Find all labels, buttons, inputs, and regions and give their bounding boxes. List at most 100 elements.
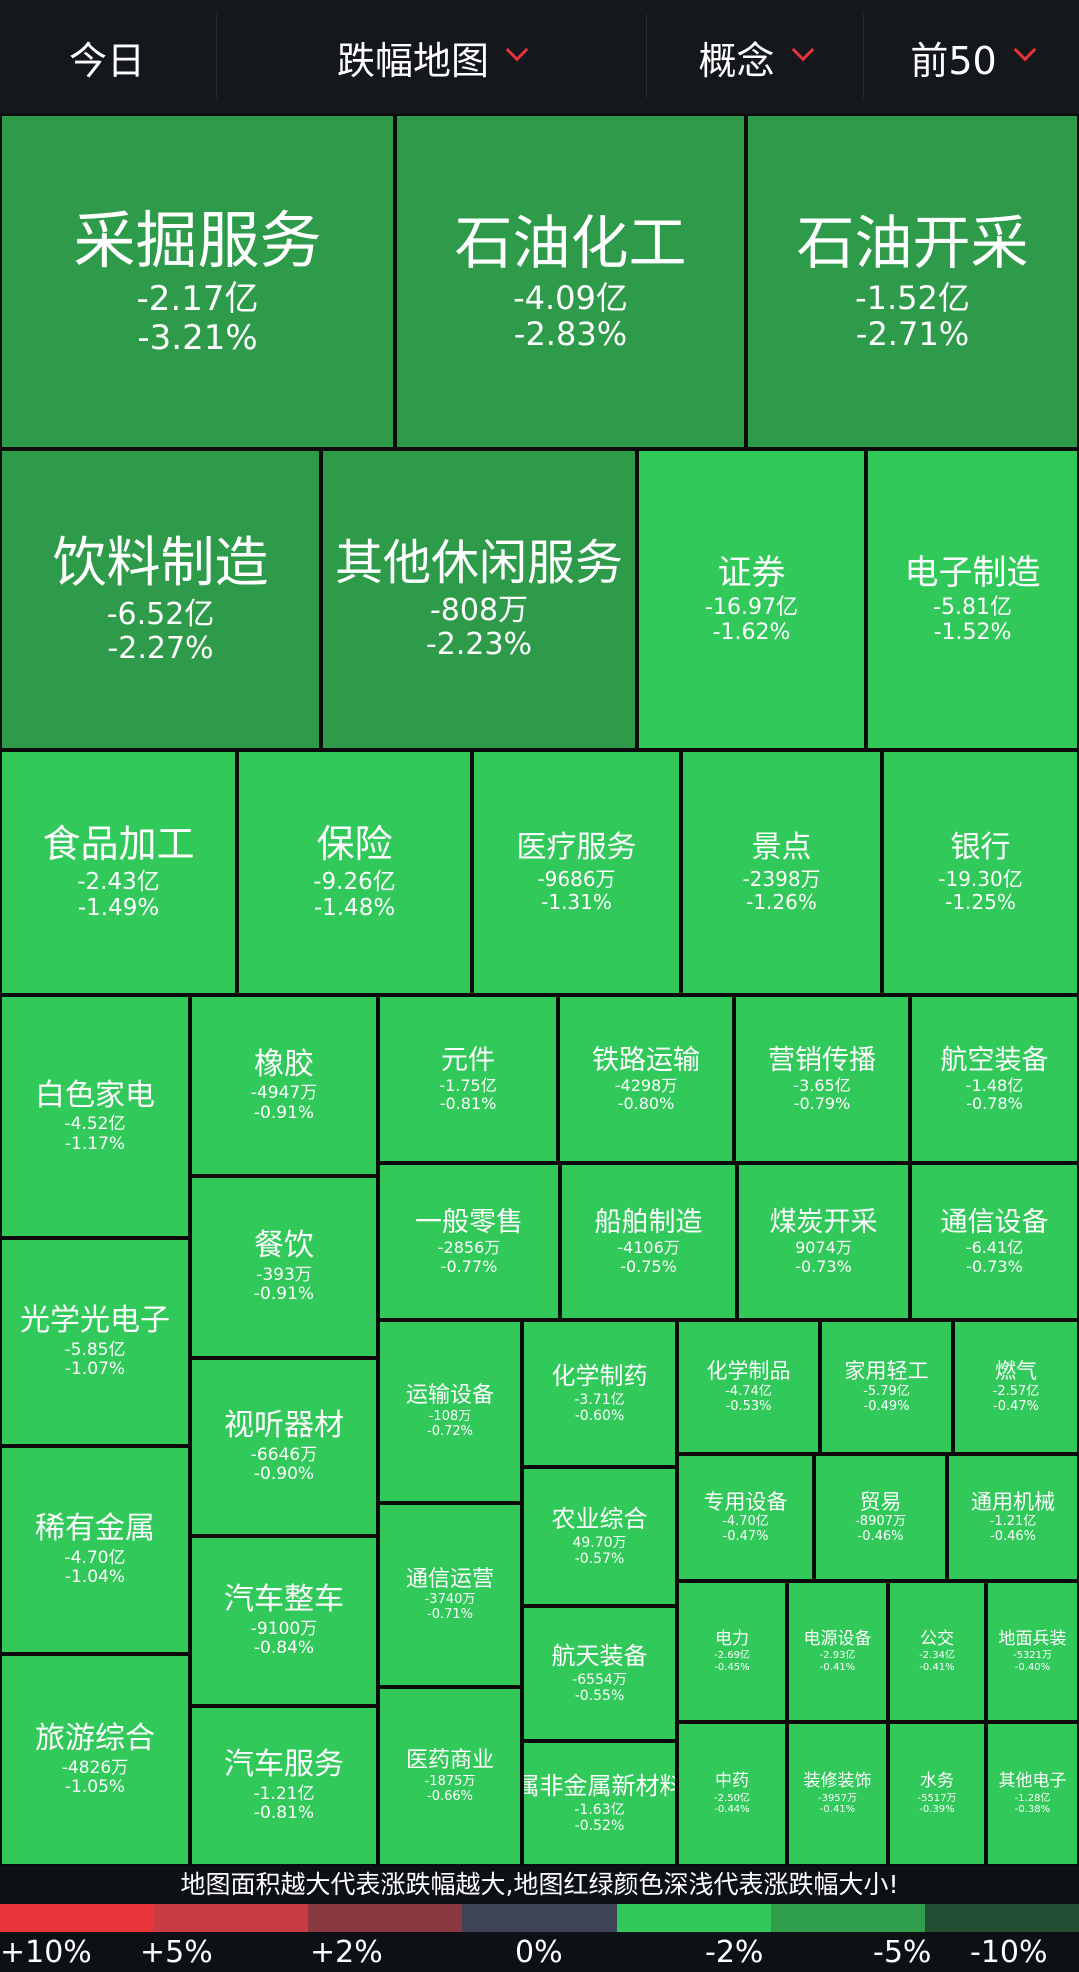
sector-name: 汽车整车: [224, 1582, 344, 1618]
sector-tile[interactable]: 煤炭开采 9074万 -0.73%: [737, 1163, 910, 1320]
sector-tile[interactable]: 医药商业 -1875万 -0.66%: [378, 1687, 522, 1866]
sector-amount: -4.70亿: [722, 1514, 769, 1530]
sector-tile[interactable]: 地面兵装 -5321万 -0.40%: [986, 1581, 1079, 1722]
sector-tile[interactable]: 稀有金属 -4.70亿 -1.04%: [0, 1446, 190, 1654]
sector-tile[interactable]: 航空装备 -1.48亿 -0.78%: [910, 995, 1079, 1163]
sector-amount: -9686万: [537, 866, 616, 891]
sector-amount: -4.74亿: [725, 1383, 772, 1399]
sector-tile[interactable]: 装修装饰 -3957万 -0.41%: [787, 1722, 888, 1866]
sector-change: -0.78%: [966, 1094, 1023, 1114]
sector-name: 航天装备: [551, 1642, 648, 1671]
sector-change: -0.45%: [714, 1661, 750, 1673]
sector-change: -0.47%: [993, 1398, 1039, 1414]
scale-segment: [0, 1904, 155, 1932]
sector-tile[interactable]: 白色家电 -4.52亿 -1.17%: [0, 995, 190, 1238]
sector-tile[interactable]: 旅游综合 -4826万 -1.05%: [0, 1654, 190, 1866]
sector-change: -0.60%: [574, 1407, 625, 1424]
sector-tile[interactable]: 电力 -2.69亿 -0.45%: [677, 1581, 787, 1722]
category-dropdown[interactable]: 概念: [647, 0, 862, 114]
sector-name: 其他休闲服务: [334, 535, 623, 592]
sector-tile[interactable]: 水务 -5517万 -0.39%: [888, 1722, 986, 1866]
sector-tile[interactable]: 石油化工 -4.09亿 -2.83%: [395, 114, 746, 449]
sector-name: 白色家电: [35, 1077, 155, 1113]
sector-tile[interactable]: 保险 -9.26亿 -1.48%: [237, 750, 472, 995]
sector-tile[interactable]: 采掘服务 -2.17亿 -3.21%: [0, 114, 395, 449]
sector-tile[interactable]: 通信运营 -3740万 -0.71%: [378, 1503, 522, 1687]
sector-tile[interactable]: 汽车整车 -9100万 -0.84%: [190, 1536, 378, 1706]
sector-tile[interactable]: 铁路运输 -4298万 -0.80%: [558, 995, 734, 1163]
sector-tile[interactable]: 景点 -2398万 -1.26%: [681, 750, 882, 995]
sector-name: 燃气: [995, 1359, 1037, 1384]
sector-tile[interactable]: 通用机械 -1.21亿 -0.46%: [947, 1454, 1079, 1581]
sector-tile[interactable]: 运输设备 -108万 -0.72%: [378, 1320, 522, 1503]
top-n-dropdown[interactable]: 前50: [864, 0, 1079, 114]
scale-segment: [617, 1904, 772, 1932]
sector-change: -0.39%: [919, 1804, 955, 1816]
sector-tile[interactable]: 其他休闲服务 -808万 -2.23%: [321, 449, 637, 750]
sector-tile[interactable]: 一般零售 -2856万 -0.77%: [378, 1163, 560, 1320]
decline-treemap: 采掘服务 -2.17亿 -3.21% 石油化工 -4.09亿 -2.83% 石油开采 -1.5…: [0, 114, 1079, 1866]
sector-tile[interactable]: 证券 -16.97亿 -1.62%: [637, 449, 866, 750]
sector-change: -1.31%: [541, 889, 612, 914]
sector-name: 通信设备: [940, 1207, 1049, 1239]
sector-amount: -6554万: [572, 1671, 627, 1688]
sector-change: -0.49%: [863, 1398, 910, 1414]
sector-tile[interactable]: 化学制药 -3.71亿 -0.60%: [522, 1320, 677, 1467]
sector-tile[interactable]: 燃气 -2.57亿 -0.47%: [953, 1320, 1079, 1454]
scale-segment: [308, 1904, 463, 1932]
sector-change: -0.47%: [722, 1529, 769, 1545]
sector-change: -0.90%: [253, 1464, 315, 1485]
sector-tile[interactable]: 其他电子 -1.28亿 -0.38%: [986, 1722, 1079, 1866]
sector-amount: -5517万: [917, 1792, 957, 1804]
sector-tile[interactable]: 食品加工 -2.43亿 -1.49%: [0, 750, 237, 995]
sector-tile[interactable]: 橡胶 -4947万 -0.91%: [190, 995, 378, 1176]
sector-name: 公交: [920, 1628, 954, 1649]
chevron-down-icon: [1013, 38, 1036, 62]
sector-change: -0.41%: [819, 1661, 856, 1673]
sector-change: -0.46%: [990, 1529, 1036, 1545]
sector-tile[interactable]: 视听器材 -6646万 -0.90%: [190, 1358, 378, 1536]
sector-tile[interactable]: 电子制造 -5.81亿 -1.52%: [866, 449, 1079, 750]
sector-name: 餐饮: [254, 1228, 314, 1264]
sector-name: 其他电子: [998, 1771, 1067, 1792]
sector-tile[interactable]: 饮料制造 -6.52亿 -2.27%: [0, 449, 321, 750]
sector-change: -0.38%: [1014, 1804, 1051, 1816]
sector-name: 橡胶: [254, 1046, 314, 1082]
sector-amount: -3.65亿: [793, 1075, 851, 1095]
sector-tile[interactable]: 石油开采 -1.52亿 -2.71%: [746, 114, 1079, 449]
sector-tile[interactable]: 中药 -2.50亿 -0.44%: [677, 1722, 787, 1866]
sector-tile[interactable]: 公交 -2.34亿 -0.41%: [888, 1581, 986, 1722]
sector-amount: -3957万: [817, 1792, 858, 1804]
sector-tile[interactable]: 专用设备 -4.70亿 -0.47%: [677, 1454, 814, 1581]
sector-amount: -1.21亿: [989, 1514, 1037, 1530]
sector-amount: -2.57亿: [992, 1383, 1040, 1399]
sector-tile[interactable]: 餐饮 -393万 -0.91%: [190, 1176, 378, 1358]
sector-amount: -4.52亿: [64, 1114, 126, 1135]
top-n-label: 前50: [910, 38, 997, 83]
sector-tile[interactable]: 航天装备 -6554万 -0.55%: [522, 1606, 677, 1741]
scale-label: -5%: [873, 1935, 932, 1970]
sector-tile[interactable]: 汽车服务 -1.21亿 -0.81%: [190, 1706, 378, 1866]
sector-tile[interactable]: 通信设备 -6.41亿 -0.73%: [910, 1163, 1079, 1320]
sector-tile[interactable]: 医疗服务 -9686万 -1.31%: [472, 750, 681, 995]
sector-tile[interactable]: 元件 -1.75亿 -0.81%: [378, 995, 558, 1163]
period-tab[interactable]: 今日: [0, 0, 214, 114]
scale-label: 0%: [515, 1935, 563, 1970]
sector-change: -1.04%: [64, 1567, 126, 1588]
sector-tile[interactable]: 营销传播 -3.65亿 -0.79%: [734, 995, 910, 1163]
sector-tile[interactable]: 贸易 -8907万 -0.46%: [814, 1454, 947, 1581]
sector-tile[interactable]: 电源设备 -2.93亿 -0.41%: [787, 1581, 888, 1722]
sector-amount: -2.93亿: [819, 1650, 856, 1662]
sector-tile[interactable]: 农业综合 49.70万 -0.57%: [522, 1467, 677, 1606]
sector-tile[interactable]: 家用轻工 -5.79亿 -0.49%: [820, 1320, 953, 1454]
sector-change: -0.71%: [427, 1607, 473, 1623]
sector-tile[interactable]: 属非金属新材料 -1.63亿 -0.52%: [522, 1741, 677, 1866]
sector-tile[interactable]: 船舶制造 -4106万 -0.75%: [560, 1163, 737, 1320]
sector-name: 化学制品: [706, 1359, 791, 1384]
sector-amount: -808万: [429, 592, 529, 628]
sector-tile[interactable]: 光学光电子 -5.85亿 -1.07%: [0, 1238, 190, 1446]
divider: [863, 14, 864, 98]
sector-tile[interactable]: 银行 -19.30亿 -1.25%: [882, 750, 1079, 995]
sector-tile[interactable]: 化学制品 -4.74亿 -0.53%: [677, 1320, 820, 1454]
view-dropdown[interactable]: 跌幅地图: [217, 0, 645, 114]
